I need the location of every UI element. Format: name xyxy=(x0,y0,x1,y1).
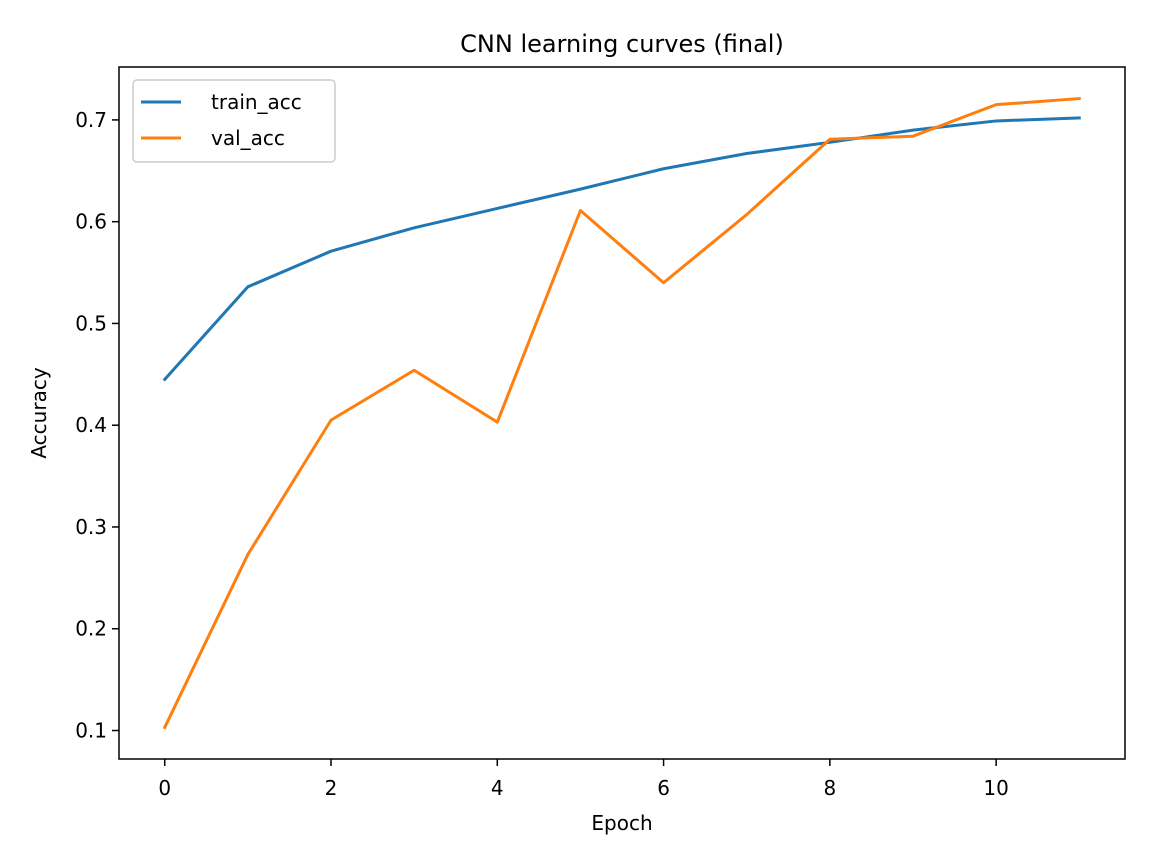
y-tick-label: 0.3 xyxy=(75,515,107,539)
x-tick-label: 4 xyxy=(491,776,504,800)
y-tick-label: 0.1 xyxy=(75,719,107,743)
x-axis-label: Epoch xyxy=(591,811,652,835)
axes-frame xyxy=(118,66,1126,760)
plot-area: 0 2 4 6 8 10 0.1 0.2 0.3 0.4 0.5 0.6 0.7 train_accval… xyxy=(75,66,1126,800)
y-tick-label: 0.2 xyxy=(75,617,107,641)
x-tick-label: 8 xyxy=(823,776,836,800)
y-axis-label: Accuracy xyxy=(27,367,51,458)
legend-box xyxy=(132,79,336,163)
x-tick-label: 2 xyxy=(325,776,338,800)
y-tick-label: 0.7 xyxy=(75,108,107,132)
series-line-val_acc xyxy=(162,96,1081,730)
series-line-train_acc xyxy=(162,116,1081,382)
legend-label-val_acc: val_acc xyxy=(211,126,285,150)
y-tick-label: 0.4 xyxy=(75,413,107,437)
y-tick-label: 0.6 xyxy=(75,210,107,234)
x-tick-label: 0 xyxy=(158,776,171,800)
y-tick-label: 0.5 xyxy=(75,311,107,335)
x-tick-label: 10 xyxy=(983,776,1008,800)
x-tick-label: 6 xyxy=(657,776,670,800)
legend-label-train_acc: train_acc xyxy=(211,90,302,114)
chart-title: CNN learning curves (final) xyxy=(460,30,784,58)
